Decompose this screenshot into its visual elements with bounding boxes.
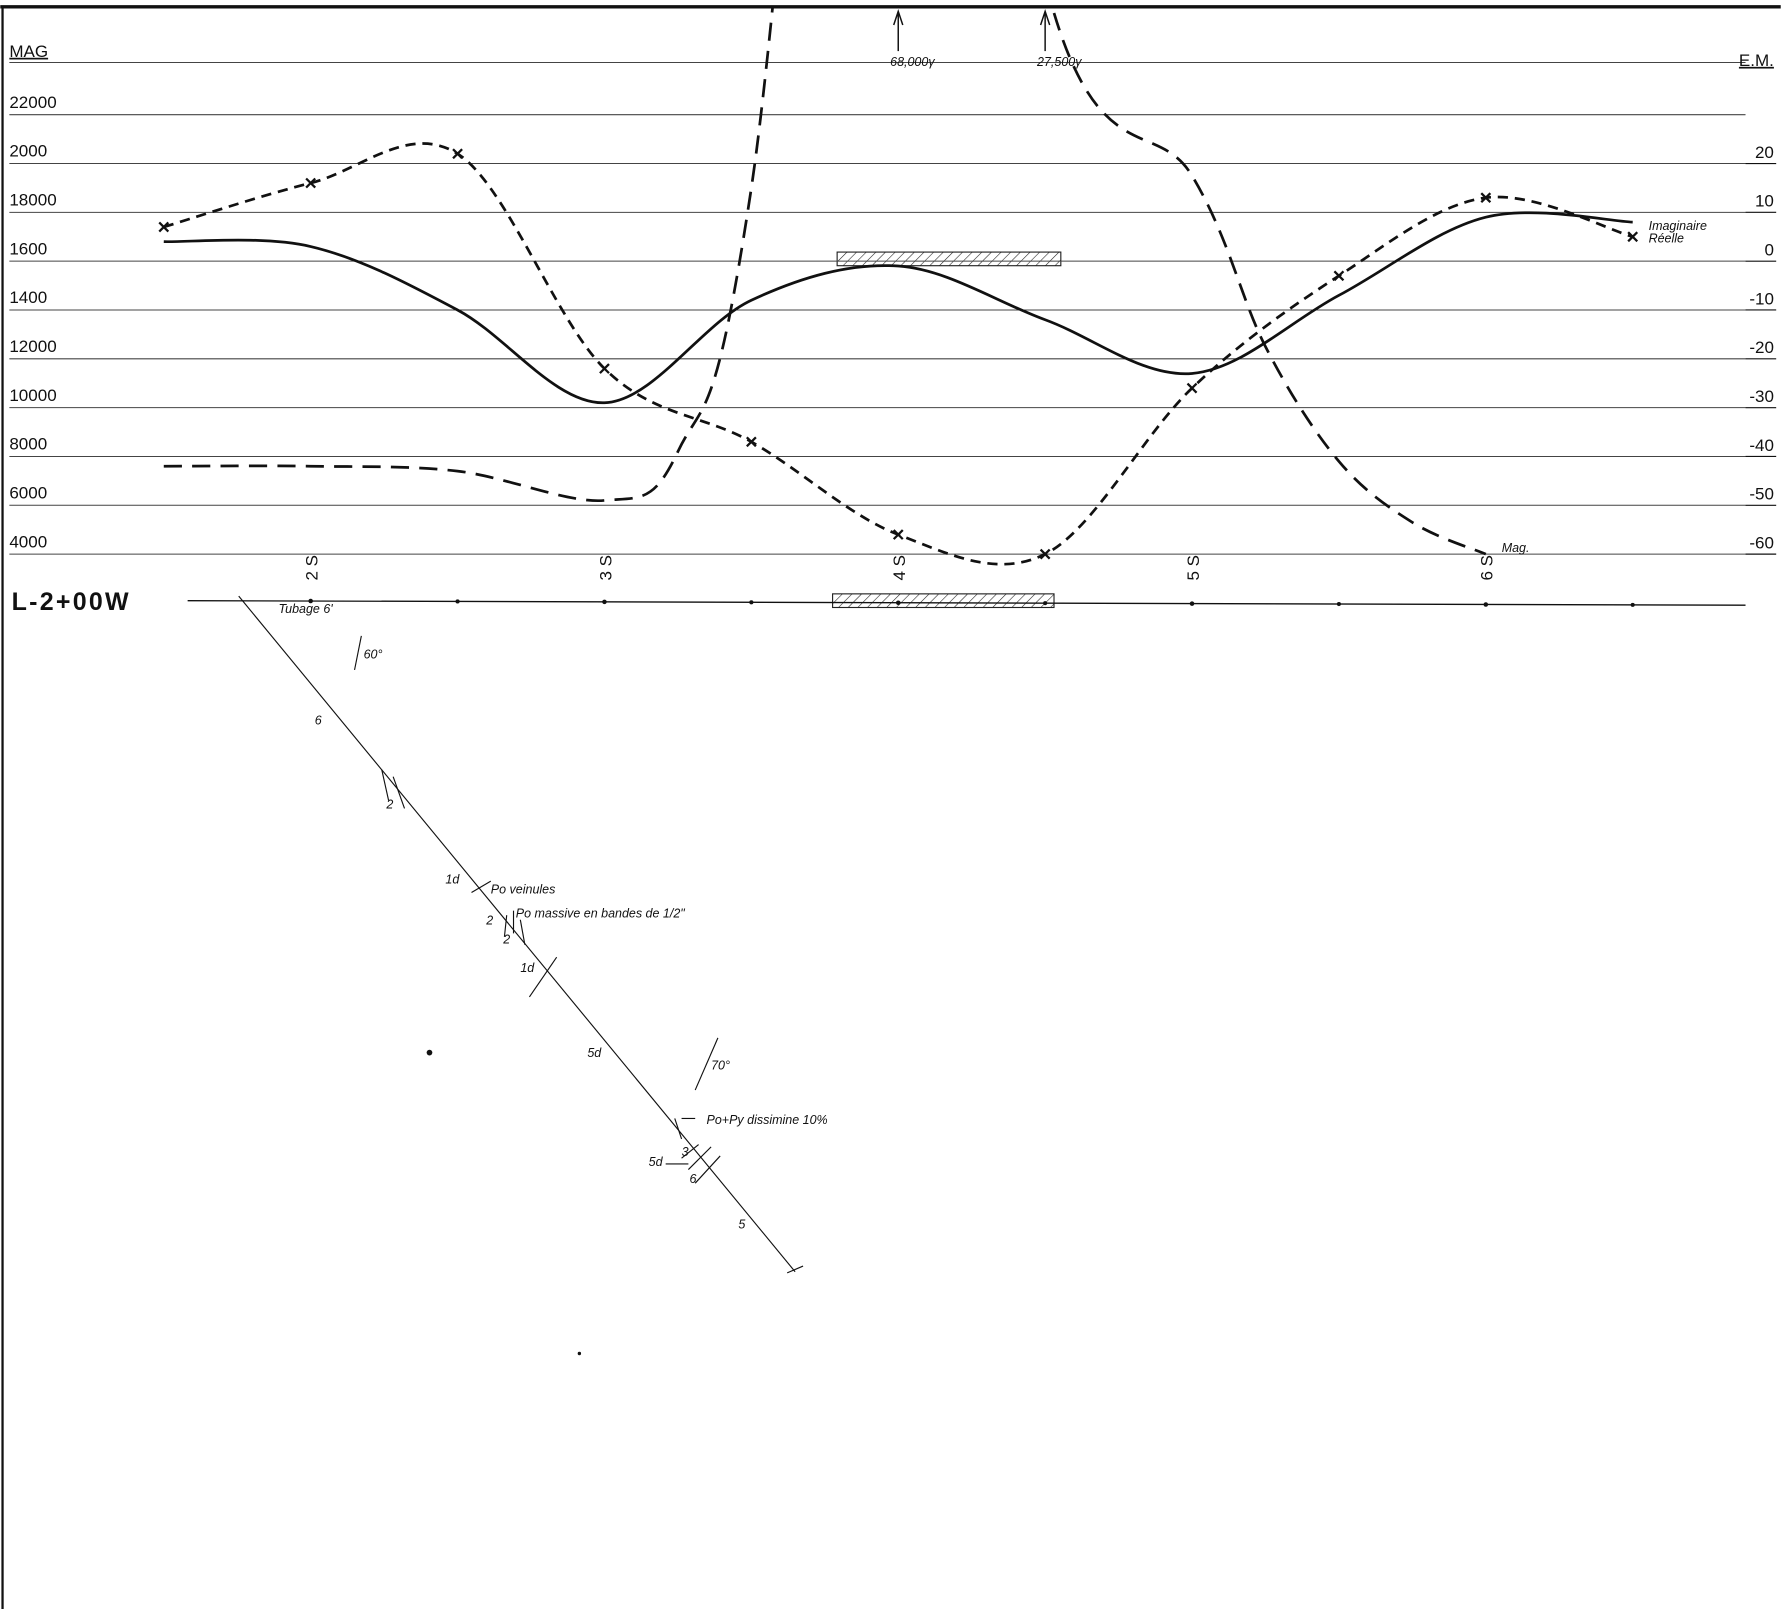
off-scale-label: 27,500γ [1036, 55, 1082, 69]
contact [381, 769, 390, 801]
x-tick-label: 2 S [302, 555, 321, 581]
conductor-zone-baseline [832, 593, 1055, 609]
section-label: 5d [587, 1046, 602, 1060]
point-marker [1039, 548, 1051, 560]
station-dot [895, 600, 901, 606]
section-label: 5 [738, 1218, 745, 1232]
contact [674, 1118, 683, 1140]
line-label: L-2+00W [12, 588, 131, 616]
y-tick-label: 6000 [9, 483, 47, 502]
section-label: 70° [711, 1059, 730, 1073]
y-tick-label: 22000 [9, 93, 56, 112]
point-marker [452, 148, 463, 160]
y-axis-label: MAG [9, 42, 48, 61]
series-label: Mag. [1502, 541, 1530, 555]
y2-tick-label: 20 [1755, 143, 1774, 162]
point-marker [1480, 192, 1492, 204]
station-dot [1483, 602, 1489, 607]
baseline-dot [1043, 601, 1048, 606]
point-marker [746, 436, 757, 448]
contact [528, 956, 558, 998]
speck [577, 1351, 582, 1356]
y-tick-label: 12000 [9, 337, 56, 356]
contact [694, 1155, 721, 1184]
series-line [163, 7, 1487, 556]
arrow-head [892, 9, 904, 26]
baseline-dot [749, 600, 754, 605]
contact [471, 880, 492, 893]
section-label: Po massive en bandes de 1/2" [516, 906, 685, 920]
point-marker [158, 221, 170, 233]
y-tick-label: 18000 [9, 191, 56, 210]
baseline-dot [1336, 601, 1341, 607]
section-label: 2 [385, 797, 393, 811]
y2-tick-label: -40 [1749, 436, 1774, 455]
dip-arrow [353, 635, 362, 671]
series-label: Réelle [1649, 232, 1684, 246]
series-label: Imaginaire [1649, 219, 1707, 233]
y-tick-label: 8000 [9, 435, 47, 454]
x-tick-label: 3 S [596, 555, 615, 581]
series-line [163, 211, 1633, 405]
point-marker [892, 529, 904, 540]
y-tick-label: 1600 [9, 239, 47, 258]
section-label: 6 [690, 1172, 697, 1186]
section-label: 3 [682, 1145, 689, 1159]
contact [519, 919, 526, 945]
dip-arrow [694, 1037, 719, 1091]
y2-tick-label: 10 [1755, 192, 1774, 211]
station-dot [308, 598, 313, 604]
x-tick-label: 4 S [890, 555, 909, 581]
point-marker [1333, 270, 1345, 282]
y2-tick-label: 0 [1764, 240, 1773, 259]
conductor-zone [836, 251, 1062, 267]
section-label: 2 [485, 913, 493, 927]
station-dot [602, 599, 607, 605]
section-label: 1d [445, 872, 460, 886]
section-label: 1d [520, 961, 535, 975]
point-marker [1627, 231, 1639, 243]
y2-axis-label: E.M. [1739, 51, 1774, 70]
y2-tick-label: -10 [1749, 289, 1774, 308]
section-label: 60° [364, 648, 383, 662]
baseline-dot [1630, 602, 1635, 607]
section-label: 2 [502, 933, 510, 947]
section-label: 5d [649, 1155, 664, 1169]
drill-trace [238, 595, 796, 1273]
drill-hole [238, 595, 804, 1274]
section-label: Po+Py dissimine 10% [707, 1113, 828, 1127]
contact [681, 1144, 699, 1159]
arrow-head [1039, 9, 1051, 26]
y-tick-label: 2000 [9, 142, 47, 161]
station-dot [1189, 601, 1195, 606]
hole-end [786, 1265, 804, 1274]
x-tick-label: 5 S [1184, 555, 1203, 581]
y2-tick-label: -30 [1749, 387, 1774, 406]
y-tick-label: 4000 [9, 532, 47, 551]
y-tick-label: 10000 [9, 386, 56, 405]
section-label: Po veinules [491, 883, 556, 897]
section-label: 6 [315, 713, 322, 727]
x-tick-label: 6 S [1478, 555, 1497, 581]
contact [392, 776, 406, 809]
y2-tick-label: -60 [1749, 533, 1774, 552]
point-marker [599, 363, 610, 374]
contact [503, 915, 508, 937]
speck [426, 1049, 433, 1056]
off-scale-label: 68,000γ [890, 55, 935, 69]
baseline-dot [455, 599, 460, 604]
y2-tick-label: -50 [1749, 485, 1774, 504]
y2-tick-label: -20 [1749, 338, 1774, 357]
contact [687, 1146, 712, 1170]
y-tick-label: 1400 [9, 288, 47, 307]
point-marker [305, 177, 317, 189]
point-marker [1186, 382, 1198, 394]
section-label: Tubage 6' [278, 602, 333, 616]
